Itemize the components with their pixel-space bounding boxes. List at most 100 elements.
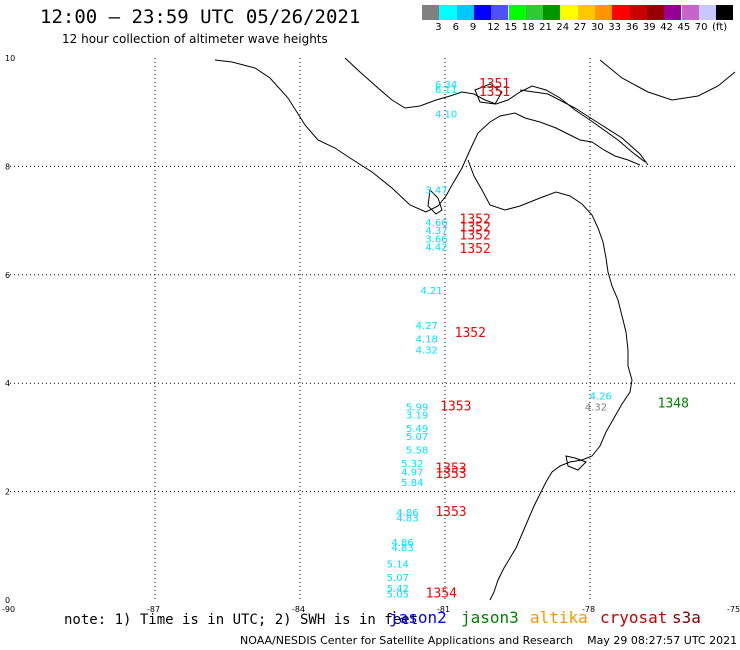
legend-swatch — [595, 5, 613, 20]
pass-number: 1353 — [435, 462, 466, 477]
swh-value: 4.21 — [421, 286, 443, 297]
x-tick-label: -84 — [292, 605, 305, 614]
legend-label: 15 — [504, 22, 518, 33]
pass-number: 1352 — [455, 326, 486, 341]
x-tick-label: -90 — [2, 605, 15, 614]
pass-number: 1354 — [426, 586, 457, 601]
coastline-segment — [519, 89, 649, 166]
legend-swatch — [612, 5, 630, 20]
credit-line: NOAA/NESDIS Center for Satellite Applica… — [240, 634, 737, 647]
pass-number: 1352 — [460, 229, 491, 244]
pass-number: 1353 — [435, 467, 466, 482]
swh-value: 4.83 — [392, 543, 414, 554]
legend-label: 21 — [539, 22, 552, 33]
legend-swatch — [629, 5, 647, 20]
legend-label: 36 — [625, 22, 639, 33]
swh-value: 4.26 — [590, 391, 612, 402]
pass-number: 1351 — [479, 77, 510, 92]
swh-value: 5.07 — [387, 573, 409, 584]
swh-value: 6.34 — [435, 80, 457, 91]
legend-swatch — [422, 5, 440, 20]
x-tick-label: -87 — [147, 605, 160, 614]
legend-swatch — [681, 5, 699, 20]
legend-label: 39 — [642, 22, 656, 33]
legend-label: 3 — [435, 22, 442, 33]
y-tick-label: 2 — [5, 488, 10, 497]
legend-swatch — [646, 5, 665, 20]
satellite-s3a: s3a — [672, 608, 701, 627]
swh-value: 4.32 — [416, 345, 438, 356]
coastline-segment — [214, 59, 641, 213]
axis-ticks: -90 -87 -84 -81 -78 -75 10 8 6 4 2 0 — [2, 54, 740, 614]
satellite-jason2: jason2 — [389, 608, 447, 627]
legend-swatch — [560, 5, 578, 20]
legend-label: 45 — [677, 22, 691, 33]
legend-label: 24 — [556, 22, 570, 33]
coastline-segment — [467, 159, 633, 601]
x-tick-label: -75 — [727, 605, 740, 614]
satellite-altika: altika — [530, 608, 588, 627]
pass-number: 1353 — [440, 399, 471, 414]
legend-swatch — [525, 5, 544, 20]
legend-label: 12 — [487, 22, 500, 33]
y-tick-label: 4 — [5, 379, 10, 388]
swh-value: 4.83 — [396, 513, 418, 524]
pass-number: 1348 — [658, 397, 689, 412]
swh-value: 4.37 — [425, 226, 447, 237]
swh-value: 5.58 — [406, 446, 428, 457]
legend-swatch — [543, 5, 561, 20]
coastline-segment — [427, 188, 443, 215]
legend-swatch — [664, 5, 682, 20]
swh-value: 5.49 — [406, 424, 428, 435]
swh-value: 4.32 — [585, 402, 607, 413]
subtitle: 12 hour collection of altimeter wave hei… — [62, 32, 328, 46]
pass-number: 1352 — [460, 220, 491, 235]
y-tick-label: 6 — [5, 271, 10, 280]
swh-value: 6.11 — [435, 85, 457, 96]
swh-value: 4.86 — [396, 508, 418, 519]
swh-value: 4.10 — [435, 110, 457, 121]
credit-text: NOAA/NESDIS Center for Satellite Applica… — [240, 634, 574, 647]
legend-label: (ft) — [712, 22, 728, 33]
pass-number: 1353 — [435, 505, 466, 520]
swh-value: 5.07 — [406, 432, 428, 443]
legend-swatch — [473, 5, 492, 20]
y-tick-label: 8 — [5, 162, 10, 171]
legend-swatch — [716, 5, 734, 20]
y-tick-label: 0 — [5, 596, 10, 605]
swh-value: 4.42 — [425, 242, 447, 253]
legend-swatch — [577, 5, 595, 20]
pass-number-labels: 1351135113521352135213521352135313531353… — [426, 77, 689, 601]
legend-label: 18 — [521, 22, 535, 33]
legend-swatch — [698, 5, 717, 20]
y-tick-label: 10 — [5, 54, 15, 63]
legend-swatch — [491, 5, 509, 20]
coastline-segment — [344, 57, 646, 163]
swh-value: 4.86 — [392, 538, 414, 549]
swh-value: 3.19 — [406, 410, 428, 421]
swh-value: 5.14 — [387, 559, 409, 570]
swh-value: 4.18 — [416, 335, 438, 346]
legend-swatch — [456, 5, 474, 20]
coastline-segment — [474, 83, 503, 105]
timestamp: May 29 08:27:57 UTC 2021 — [587, 634, 738, 647]
swh-value: 5.32 — [401, 459, 423, 470]
footnote: note: 1) Time is in UTC; 2) SWH is in fe… — [64, 612, 419, 628]
legend-label: 33 — [608, 22, 622, 33]
swh-value: 4.97 — [401, 467, 423, 478]
pass-number: 1352 — [460, 242, 491, 257]
swh-value: 4.27 — [416, 321, 438, 332]
wave-height-labels: 6.346.11 4.10 3.47 4.664.373.664.42 4.21 4.27… — [387, 80, 612, 600]
swh-value: 4.66 — [425, 218, 447, 229]
legend-label: 9 — [469, 22, 477, 33]
legend-swatch — [508, 5, 526, 20]
pass-number: 1352 — [460, 212, 491, 227]
swh-value: 5.84 — [401, 478, 423, 489]
swh-value: 5.05 — [387, 589, 409, 600]
pass-number: 1351 — [479, 85, 510, 100]
swh-value: 3.66 — [425, 234, 447, 245]
swh-value: 3.47 — [425, 186, 447, 197]
x-tick-label: -81 — [437, 605, 450, 614]
legend-label: 42 — [660, 22, 673, 33]
